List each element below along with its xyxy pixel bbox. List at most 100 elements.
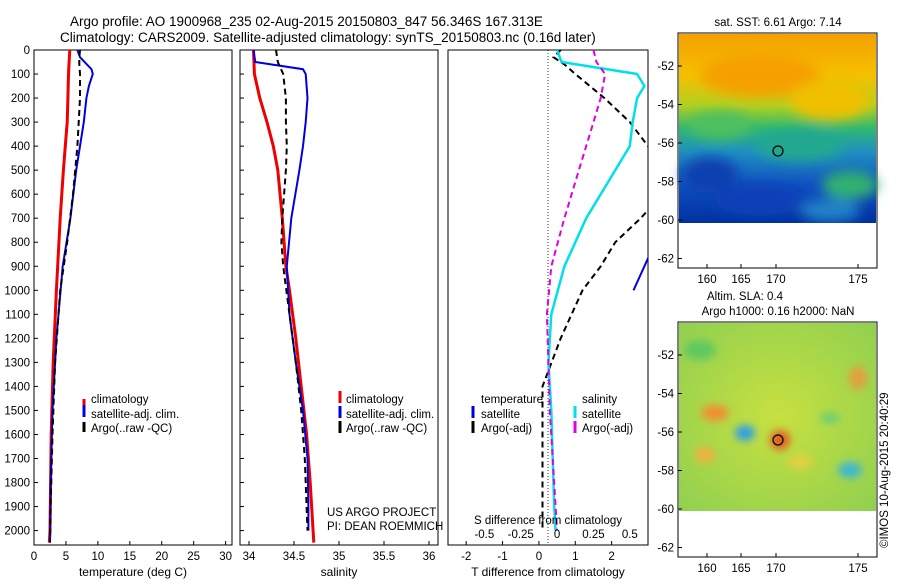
map-x-tick-label: 165: [731, 563, 750, 575]
x-tick-label: 10: [91, 551, 104, 563]
credit-line2: PI: DEAN ROEMMICH: [327, 521, 443, 533]
difference-xlabel: T difference from climatology: [471, 565, 625, 579]
sst-map-ticks: 160 165 170 175 -52 -54 -56 -58 -60 -62: [657, 61, 867, 286]
y-tick-label: 1600: [4, 429, 30, 441]
map-y-tick-label: -54: [657, 100, 674, 112]
x-tick-label: 0: [536, 551, 542, 563]
map-x-tick-label: 165: [731, 274, 750, 286]
series-line-salinity-argo-adj-: [545, 50, 607, 531]
top-tick-label: 0.5: [622, 529, 638, 541]
y-tick-label: 1700: [4, 453, 30, 465]
salinity-y-ticks: [240, 49, 244, 532]
y-tick-label: 1500: [4, 405, 30, 417]
temperature-y-ticks: 0 100 200 300 400 500 600 700 800 900 1000 1100 1200…: [4, 45, 38, 538]
x-tick-label: 36: [423, 551, 436, 563]
salinity-legend-satellite: satellite-adj. clim.: [346, 409, 434, 421]
map-y-tick-label: -62: [657, 254, 674, 266]
salinity-legend-argo: Argo(..raw -QC): [346, 423, 427, 435]
legend-temperature-satellite: satellite: [481, 409, 520, 421]
credit-line1: US ARGO PROJECT: [327, 507, 436, 519]
y-tick-label: 1800: [4, 478, 30, 490]
y-tick-label: 400: [11, 141, 30, 153]
argo-float-marker-sst: [772, 145, 784, 157]
series-line-argo-raw-qc-: [275, 50, 309, 531]
salinity-xlabel: salinity: [321, 565, 358, 579]
y-tick-label: 1000: [4, 285, 30, 297]
x-tick-label: 34.5: [283, 551, 305, 563]
map-y-tick-label: -58: [657, 177, 674, 189]
y-tick-label: 600: [11, 189, 30, 201]
series-line-argo-raw-qc-: [49, 50, 81, 543]
top-tick-label: 0.25: [582, 529, 604, 541]
difference-top-axis-label: S difference from climatology: [474, 515, 622, 527]
legend-salinity-satellite: satellite: [582, 409, 621, 421]
x-tick-label: 1: [572, 551, 578, 563]
legend-salinity-title: salinity: [582, 394, 617, 406]
series-line-climatology: [252, 50, 316, 543]
salinity-panel: 34 34.5 35 35.5 36 salinity climatology sate…: [239, 49, 443, 579]
map-y-tick-label: -54: [657, 389, 674, 401]
difference-panel: -2 -1 0 1 2 T difference from climatology S …: [447, 49, 649, 579]
temperature-profiles: [47, 50, 94, 543]
map-x-tick-label: 160: [697, 563, 716, 575]
salinity-profiles: [252, 50, 316, 543]
x-tick-label: 2: [608, 551, 614, 563]
temperature-x-ticks: 0 5 10 15 20 25 30: [31, 541, 232, 563]
x-tick-label: 15: [123, 551, 136, 563]
y-tick-label: 300: [11, 117, 30, 129]
x-tick-label: 30: [219, 551, 232, 563]
temperature-xlabel: temperature (deg C): [79, 565, 187, 579]
sla-map-subtitle: Argo h1000: 0.16 h2000: NaN: [702, 306, 855, 318]
y-tick-label: 700: [11, 213, 30, 225]
sla-map-ticks: 160 165 170 175 -52 -54 -56 -58 -60 -62: [657, 350, 867, 575]
map-x-tick-label: 175: [848, 563, 867, 575]
map-y-tick-label: -60: [657, 504, 674, 516]
difference-axes-frame: [447, 49, 649, 546]
y-tick-label: 200: [11, 93, 30, 105]
map-y-tick-label: -62: [657, 543, 674, 555]
top-tick-label: -0.25: [508, 529, 534, 541]
map-x-tick-label: 170: [766, 274, 785, 286]
salinity-legend-climatology: climatology: [346, 394, 404, 406]
y-tick-label: 800: [11, 237, 30, 249]
y-tick-label: 0: [24, 45, 30, 57]
x-tick-label: 35.5: [373, 551, 395, 563]
series-line-temperature-argo-adj-: [541, 50, 648, 531]
sst-field: [679, 34, 878, 267]
legend-temperature-title: temperature: [481, 394, 543, 406]
y-tick-label: 1200: [4, 333, 30, 345]
sst-map-title: sat. SST: 6.61 Argo: 7.14: [714, 17, 842, 29]
legend-temperature-argo: Argo(-adj): [481, 423, 532, 435]
temperature-legend-climatology: climatology: [91, 394, 149, 406]
x-tick-label: 25: [187, 551, 200, 563]
difference-top-ticks: -0.5 -0.25 0 0.25 0.5: [474, 529, 637, 541]
y-tick-label: 2000: [4, 526, 30, 538]
map-y-tick-label: -56: [657, 427, 674, 439]
argo-float-marker-sla: [772, 434, 784, 446]
series-line-satellite-adj-clim-: [49, 50, 94, 543]
difference-legend: temperature satellite Argo(-adj) salinit…: [471, 394, 633, 435]
x-tick-label: -1: [497, 551, 507, 563]
temperature-legend-argo: Argo(..raw -QC): [91, 423, 172, 435]
difference-profiles: [541, 50, 648, 531]
sla-map-title: Altim. SLA: 0.4: [707, 291, 784, 303]
figure-title-line2: Climatology: CARS2009. Satellite-adjuste…: [60, 30, 596, 45]
x-tick-label: -2: [461, 551, 471, 563]
salinity-axes-frame: [239, 49, 439, 546]
map-y-tick-label: -58: [657, 466, 674, 478]
temperature-axes-frame: [33, 49, 233, 546]
map-y-tick-label: -52: [657, 350, 674, 362]
salinity-legend: climatology satellite-adj. clim. Argo(..…: [338, 391, 434, 435]
map-y-tick-label: -56: [657, 138, 674, 150]
salinity-x-ticks: 34 34.5 35 35.5 36: [243, 541, 436, 563]
figure-title-line1: Argo profile: AO 1900968_235 02-Aug-2015…: [70, 14, 543, 29]
legend-salinity-argo: Argo(-adj): [582, 423, 633, 435]
difference-x-ticks: -2 -1 0 1 2: [461, 541, 615, 563]
sla-field: [679, 323, 876, 556]
top-tick-label: 0: [554, 529, 560, 541]
map-y-tick-label: -52: [657, 61, 674, 73]
x-tick-label: 5: [63, 551, 69, 563]
sla-map-panel: Altim. SLA: 0.4 Argo h1000: 0.16 h2000: …: [657, 291, 878, 575]
map-y-tick-label: -60: [657, 215, 674, 227]
